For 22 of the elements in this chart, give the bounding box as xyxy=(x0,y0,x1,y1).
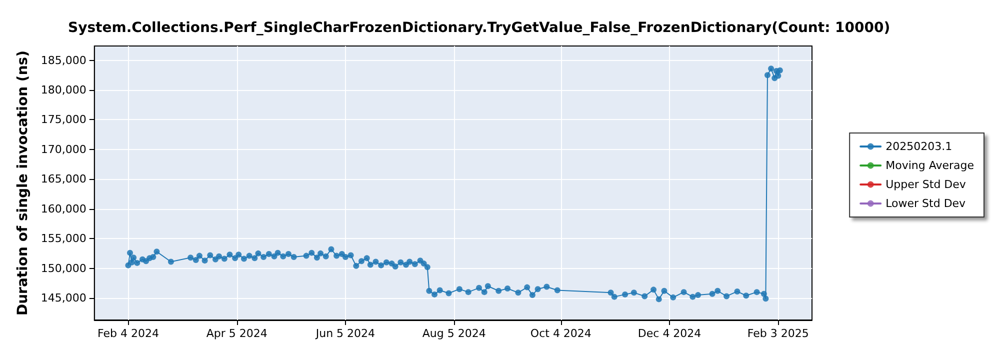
x-tick-label: Dec 4 2024 xyxy=(638,327,702,340)
y-tick-label: 145,000 xyxy=(40,292,86,305)
legend-label: Moving Average xyxy=(886,159,974,172)
legend-label: Upper Std Dev xyxy=(886,178,966,191)
legend-label: 20250203.1 xyxy=(886,140,952,153)
y-tick-label: 165,000 xyxy=(40,172,86,186)
y-tick-label: 175,000 xyxy=(40,113,86,126)
x-tick-label: Jun 5 2024 xyxy=(314,327,376,340)
y-tick-label: 185,000 xyxy=(40,54,86,67)
chart-title: System.Collections.Perf_SingleCharFrozenDictionary.TryGetValue_False_FrozenDictionary(Count: 10000) xyxy=(68,20,890,36)
y-axis-title: Duration of single invocation (ns) xyxy=(15,50,31,316)
x-tick-label: Feb 3 2025 xyxy=(747,327,809,340)
x-tick-label: Apr 5 2024 xyxy=(206,327,268,340)
x-tick-label: Oct 4 2024 xyxy=(530,327,592,340)
y-tick-label: 150,000 xyxy=(40,262,86,275)
y-tick-label: 160,000 xyxy=(40,202,86,216)
x-tick-label: Feb 4 2024 xyxy=(97,327,159,340)
x-tick-label: Aug 5 2024 xyxy=(422,327,486,340)
y-tick-label: 180,000 xyxy=(40,83,86,96)
y-tick-label: 155,000 xyxy=(40,232,86,246)
legend-label: Lower Std Dev xyxy=(886,197,966,210)
y-tick-label: 170,000 xyxy=(40,142,86,156)
